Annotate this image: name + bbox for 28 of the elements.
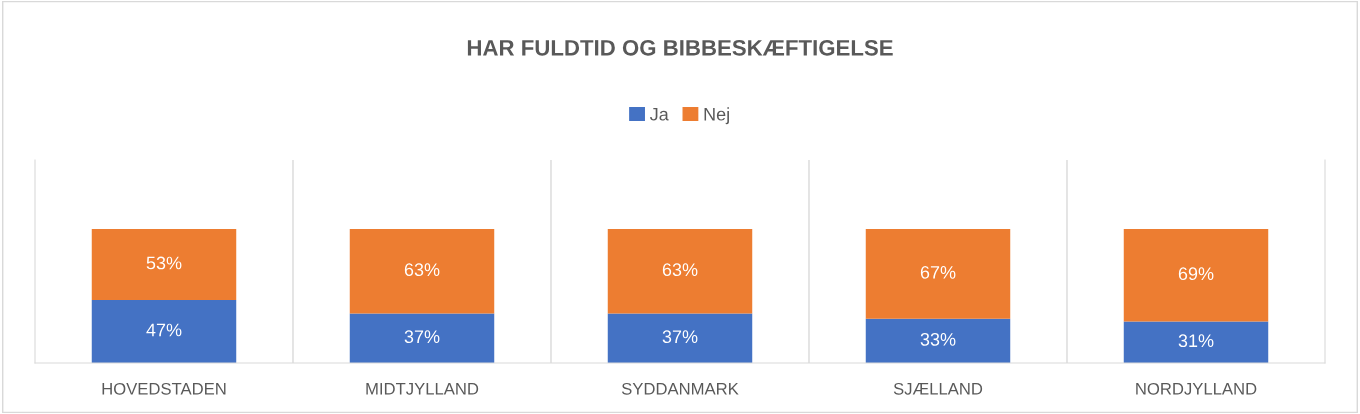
x-tick-label: NORDJYLLAND	[1136, 382, 1257, 395]
bar	[607, 313, 753, 363]
x-tick-label: SJÆLLAND	[893, 382, 983, 395]
data-label: 63%	[662, 263, 698, 277]
chart-title: HAR FULDTID OG BIBBESKÆFTIGELSE	[467, 39, 893, 56]
data-label: 37%	[404, 330, 440, 344]
data-label: 31%	[1178, 334, 1214, 348]
data-label: 63%	[404, 263, 440, 277]
bar	[1123, 229, 1269, 322]
data-label: 47%	[146, 323, 182, 337]
legend-label: Nej	[704, 107, 729, 125]
data-label: 67%	[920, 265, 956, 279]
legend-label: Ja	[649, 107, 669, 121]
bar	[349, 229, 495, 314]
x-tick-label: SYDDANMARK	[621, 382, 739, 395]
bar	[1123, 321, 1269, 363]
bar	[349, 313, 495, 363]
x-tick-label: HOVEDSTADEN	[102, 382, 226, 395]
bar	[91, 300, 237, 363]
bar	[607, 229, 753, 314]
bar	[865, 318, 1011, 363]
x-tick-label: MIDTJYLLAND	[366, 383, 479, 395]
data-label: 37%	[662, 330, 698, 344]
data-label: 53%	[146, 256, 182, 270]
bar	[91, 229, 237, 301]
data-label: 69%	[1178, 267, 1214, 281]
bar	[865, 229, 1011, 319]
data-label: 33%	[920, 332, 956, 346]
